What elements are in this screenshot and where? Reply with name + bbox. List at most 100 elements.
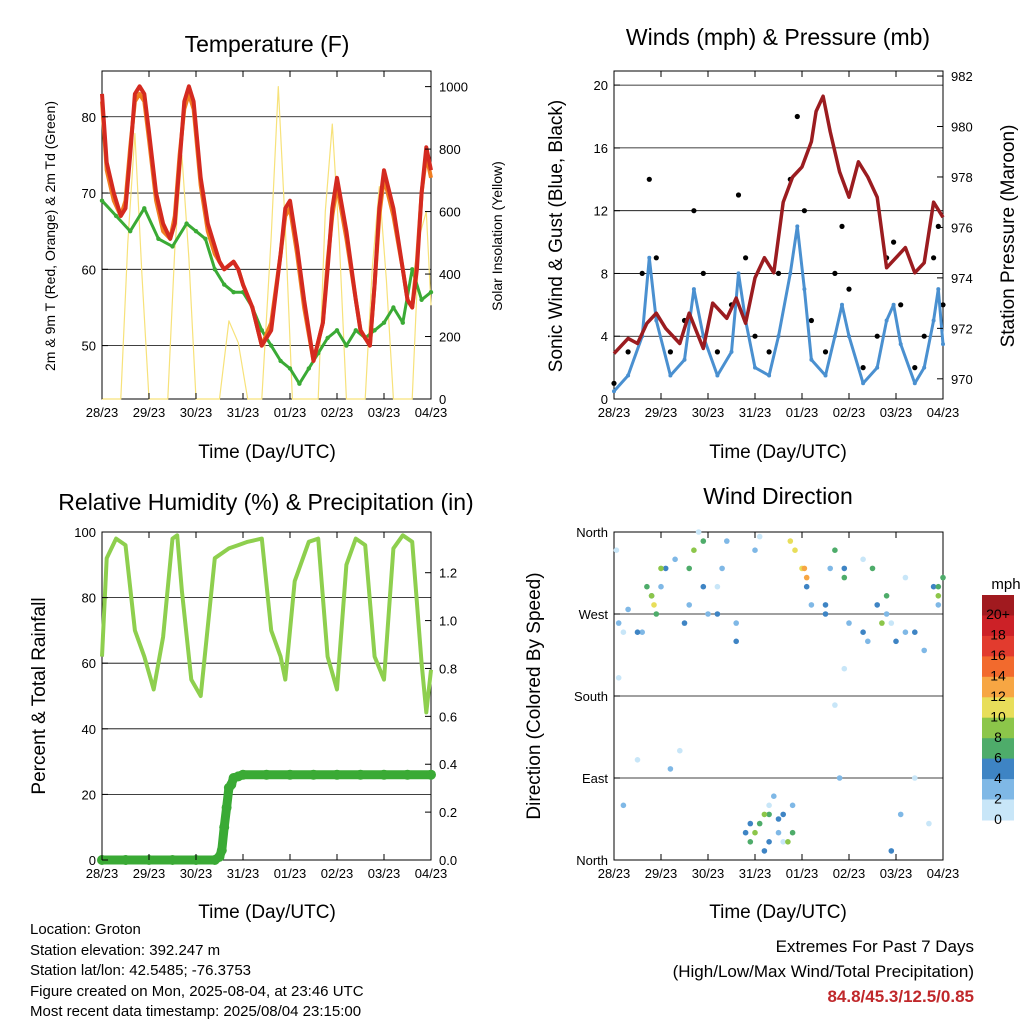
gust-point [860, 365, 866, 371]
y-tick-label: 0 [601, 392, 608, 407]
direction-point [686, 565, 692, 572]
gust-point [891, 239, 897, 245]
direction-point [921, 647, 927, 654]
gust-point [625, 349, 631, 355]
extremes-values: 84.8/45.3/12.5/0.85 [827, 987, 974, 1006]
direction-point [634, 757, 641, 763]
gust-point [801, 208, 808, 214]
x-tick-label: 02/23 [833, 866, 866, 881]
x-tick-label: 30/23 [692, 866, 725, 881]
humidity-title: Relative Humidity (%) & Precipitation (i… [58, 489, 473, 515]
x-tick-label: 31/23 [227, 866, 260, 881]
y-tick-label: 4 [601, 329, 608, 344]
direction-point [822, 602, 829, 608]
gust-point [808, 317, 815, 324]
winds-grid [614, 84, 943, 400]
direction-point [742, 829, 749, 836]
wind-point [654, 318, 659, 323]
wind-point [875, 365, 880, 370]
y2-tick-label: 982 [951, 69, 973, 84]
direction-point [620, 802, 627, 809]
y-tick-label: 20 [594, 78, 608, 93]
x-tick-label: 03/23 [880, 405, 913, 420]
direction-point [695, 529, 702, 535]
wind-point [884, 318, 889, 323]
direction-point [865, 638, 871, 645]
direction-point [615, 675, 622, 681]
humidity-xlabel: Time (Day/UTC) [198, 902, 336, 923]
recent-data-timestamp: Most recent data timestamp: 2025/08/04 2… [30, 1003, 362, 1020]
direction-point [902, 629, 909, 635]
direction-point [836, 775, 843, 781]
legend-swatch [982, 595, 1014, 616]
direction-point [733, 638, 739, 645]
legend-label: 0 [994, 811, 1002, 827]
figure-created: Figure created on Mon, 2025-08-04, at 23… [30, 982, 364, 1000]
legend-label: 14 [990, 668, 1006, 684]
legend-label: 6 [994, 749, 1002, 765]
direction-point [724, 538, 730, 544]
gust-point [743, 255, 749, 261]
y2-tick-label: 1.2 [439, 566, 457, 581]
y-tick-label: South [574, 689, 608, 704]
y-tick-label: 80 [82, 110, 96, 125]
direction-point [874, 602, 880, 608]
winds-ylabel-right: Station Pressure (Maroon) [998, 125, 1019, 348]
x-tick-label: 04/23 [927, 405, 960, 420]
temperature-plot-frame [101, 70, 432, 400]
direction-point [841, 665, 848, 672]
gust-point [766, 349, 772, 355]
direction-point [747, 839, 754, 845]
legend-label: 10 [990, 709, 1006, 725]
y-tick-label: 16 [594, 141, 608, 156]
direction-point [775, 816, 782, 822]
gust-point [752, 333, 758, 339]
gust-point [921, 333, 927, 339]
rainfall-point [120, 855, 131, 865]
x-tick-label: 28/23 [86, 866, 119, 881]
direction-point [625, 606, 631, 613]
wind-point [647, 255, 652, 260]
gust-point [822, 349, 829, 355]
gust-point [912, 365, 918, 371]
x-tick-label: 04/23 [927, 866, 960, 881]
direction-point [648, 593, 655, 599]
y2-tick-label: 0.0 [439, 853, 457, 868]
y2-tick-label: 0.8 [439, 661, 457, 676]
winds-panel: Winds (mph) & Pressure (mb) 0 4 8 12 16 20 970… [546, 24, 1019, 463]
x-tick-label: 31/23 [739, 866, 772, 881]
direction-point [733, 620, 739, 626]
direction-point [808, 602, 815, 608]
x-tick-label: 29/23 [645, 405, 678, 420]
gust-point [667, 349, 674, 355]
direction-point [803, 574, 810, 581]
rainfall-point [221, 802, 232, 813]
legend-label: 18 [990, 627, 1006, 643]
x-tick-label: 04/23 [415, 405, 448, 420]
direction-point [789, 829, 796, 836]
speed-legend: mph 20+ 18 16 14 12 10 8 6 4 2 0 [982, 576, 1021, 827]
x-tick-label: 02/23 [321, 405, 354, 420]
winds-title: Winds (mph) & Pressure (mb) [626, 24, 930, 50]
direction-point [672, 556, 678, 563]
y2-tick-label: 400 [439, 267, 461, 282]
rainfall-point [216, 845, 227, 856]
direction-point [771, 793, 777, 799]
direction-point [902, 574, 909, 581]
y2-tick-label: 1.0 [439, 614, 457, 629]
y2-tick-label: 0.4 [439, 757, 457, 772]
direction-point [780, 839, 786, 845]
direction-point [752, 547, 758, 553]
wind-line [612, 224, 945, 393]
wind-point [912, 381, 917, 386]
gust-point [839, 223, 845, 229]
wind-point [823, 373, 828, 378]
gust-point [940, 302, 946, 308]
direction-point [677, 747, 683, 754]
station-info: Location: Groton Station elevation: 392.… [30, 920, 364, 1023]
x-tick-label: 29/23 [133, 866, 166, 881]
y-tick-label: 0 [89, 853, 96, 868]
